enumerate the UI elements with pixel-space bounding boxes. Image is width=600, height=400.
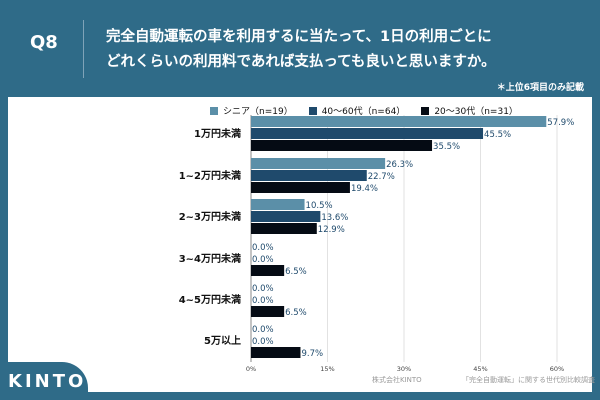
title-line-1: 完全自動運転の車を利用するに当たって、1日の利用ごとに bbox=[106, 29, 492, 45]
question-title: 完全自動運転の車を利用するに当たって、1日の利用ごとに どれくらいの利用料であれば… bbox=[106, 25, 496, 75]
legend-label: 40～60代（n=64） bbox=[321, 107, 406, 117]
legend: シニア（n=19） 40～60代（n=64） 20～30代（n=31） bbox=[210, 104, 518, 117]
data-label: 9.7% bbox=[301, 349, 323, 359]
data-label: 0.0% bbox=[252, 243, 274, 253]
category-label: 3~4万円未満 bbox=[179, 252, 241, 265]
bar bbox=[251, 140, 433, 151]
bar bbox=[251, 199, 305, 210]
company-credit: 株式会社KINTO bbox=[372, 376, 422, 384]
bar bbox=[251, 116, 547, 127]
bar bbox=[251, 158, 386, 169]
category-label: 5万以上 bbox=[204, 334, 241, 347]
x-tick-label: 60% bbox=[550, 365, 564, 373]
x-tick-label: 15% bbox=[320, 365, 334, 373]
title-line-2: どれくらいの利用料であれば支払っても良いと思いますか。 bbox=[106, 54, 496, 70]
bar bbox=[251, 347, 301, 358]
data-label: 0.0% bbox=[252, 296, 274, 306]
legend-label: 20～30代（n=31） bbox=[434, 107, 518, 117]
bar bbox=[251, 223, 317, 234]
data-label: 45.5% bbox=[484, 130, 511, 140]
legend-item: 40～60代（n=64） bbox=[308, 104, 406, 117]
category-label: 4~5万円未満 bbox=[179, 293, 241, 306]
data-label: 0.0% bbox=[252, 284, 274, 294]
data-label: 0.0% bbox=[252, 255, 274, 265]
data-label: 22.7% bbox=[368, 172, 395, 182]
data-label: 6.5% bbox=[285, 308, 307, 318]
data-label: 57.9% bbox=[547, 118, 574, 128]
legend-label: シニア（n=19） bbox=[223, 107, 293, 117]
legend-item: シニア（n=19） bbox=[210, 104, 293, 117]
note: ＊上位6項目のみ記載 bbox=[496, 83, 584, 93]
legend-swatch bbox=[421, 107, 430, 115]
x-tick-label: 0% bbox=[246, 365, 256, 373]
bar bbox=[251, 128, 484, 139]
logo-text: KINTO bbox=[8, 371, 87, 392]
data-label: 10.5% bbox=[306, 201, 333, 211]
category-label: 1~2万円未満 bbox=[179, 169, 241, 182]
question-number: Q8 bbox=[30, 32, 58, 53]
legend-item: 20～30代（n=31） bbox=[421, 104, 518, 117]
category-label: 2~3万円未満 bbox=[179, 210, 241, 223]
legend-swatch bbox=[308, 107, 317, 115]
category-label: 1万円未満 bbox=[194, 127, 241, 140]
data-label: 13.6% bbox=[321, 213, 348, 223]
x-tick-label: 30% bbox=[397, 365, 411, 373]
kinto-logo: KINTO bbox=[0, 362, 88, 400]
data-label: 6.5% bbox=[285, 267, 307, 277]
survey-name: 「完全自動運転」に関する世代別比較調査 bbox=[462, 376, 595, 384]
x-tick-label: 45% bbox=[473, 365, 487, 373]
bar bbox=[251, 306, 285, 317]
data-label: 12.9% bbox=[318, 225, 345, 235]
data-label: 26.3% bbox=[386, 160, 413, 170]
bar bbox=[251, 170, 367, 181]
divider bbox=[83, 20, 84, 78]
data-label: 0.0% bbox=[252, 337, 274, 347]
bar bbox=[251, 265, 285, 276]
data-label: 0.0% bbox=[252, 325, 274, 335]
data-label: 35.5% bbox=[433, 142, 460, 152]
bar bbox=[251, 182, 350, 193]
bar bbox=[251, 211, 321, 222]
data-label: 19.4% bbox=[351, 184, 378, 194]
legend-swatch bbox=[210, 107, 218, 115]
